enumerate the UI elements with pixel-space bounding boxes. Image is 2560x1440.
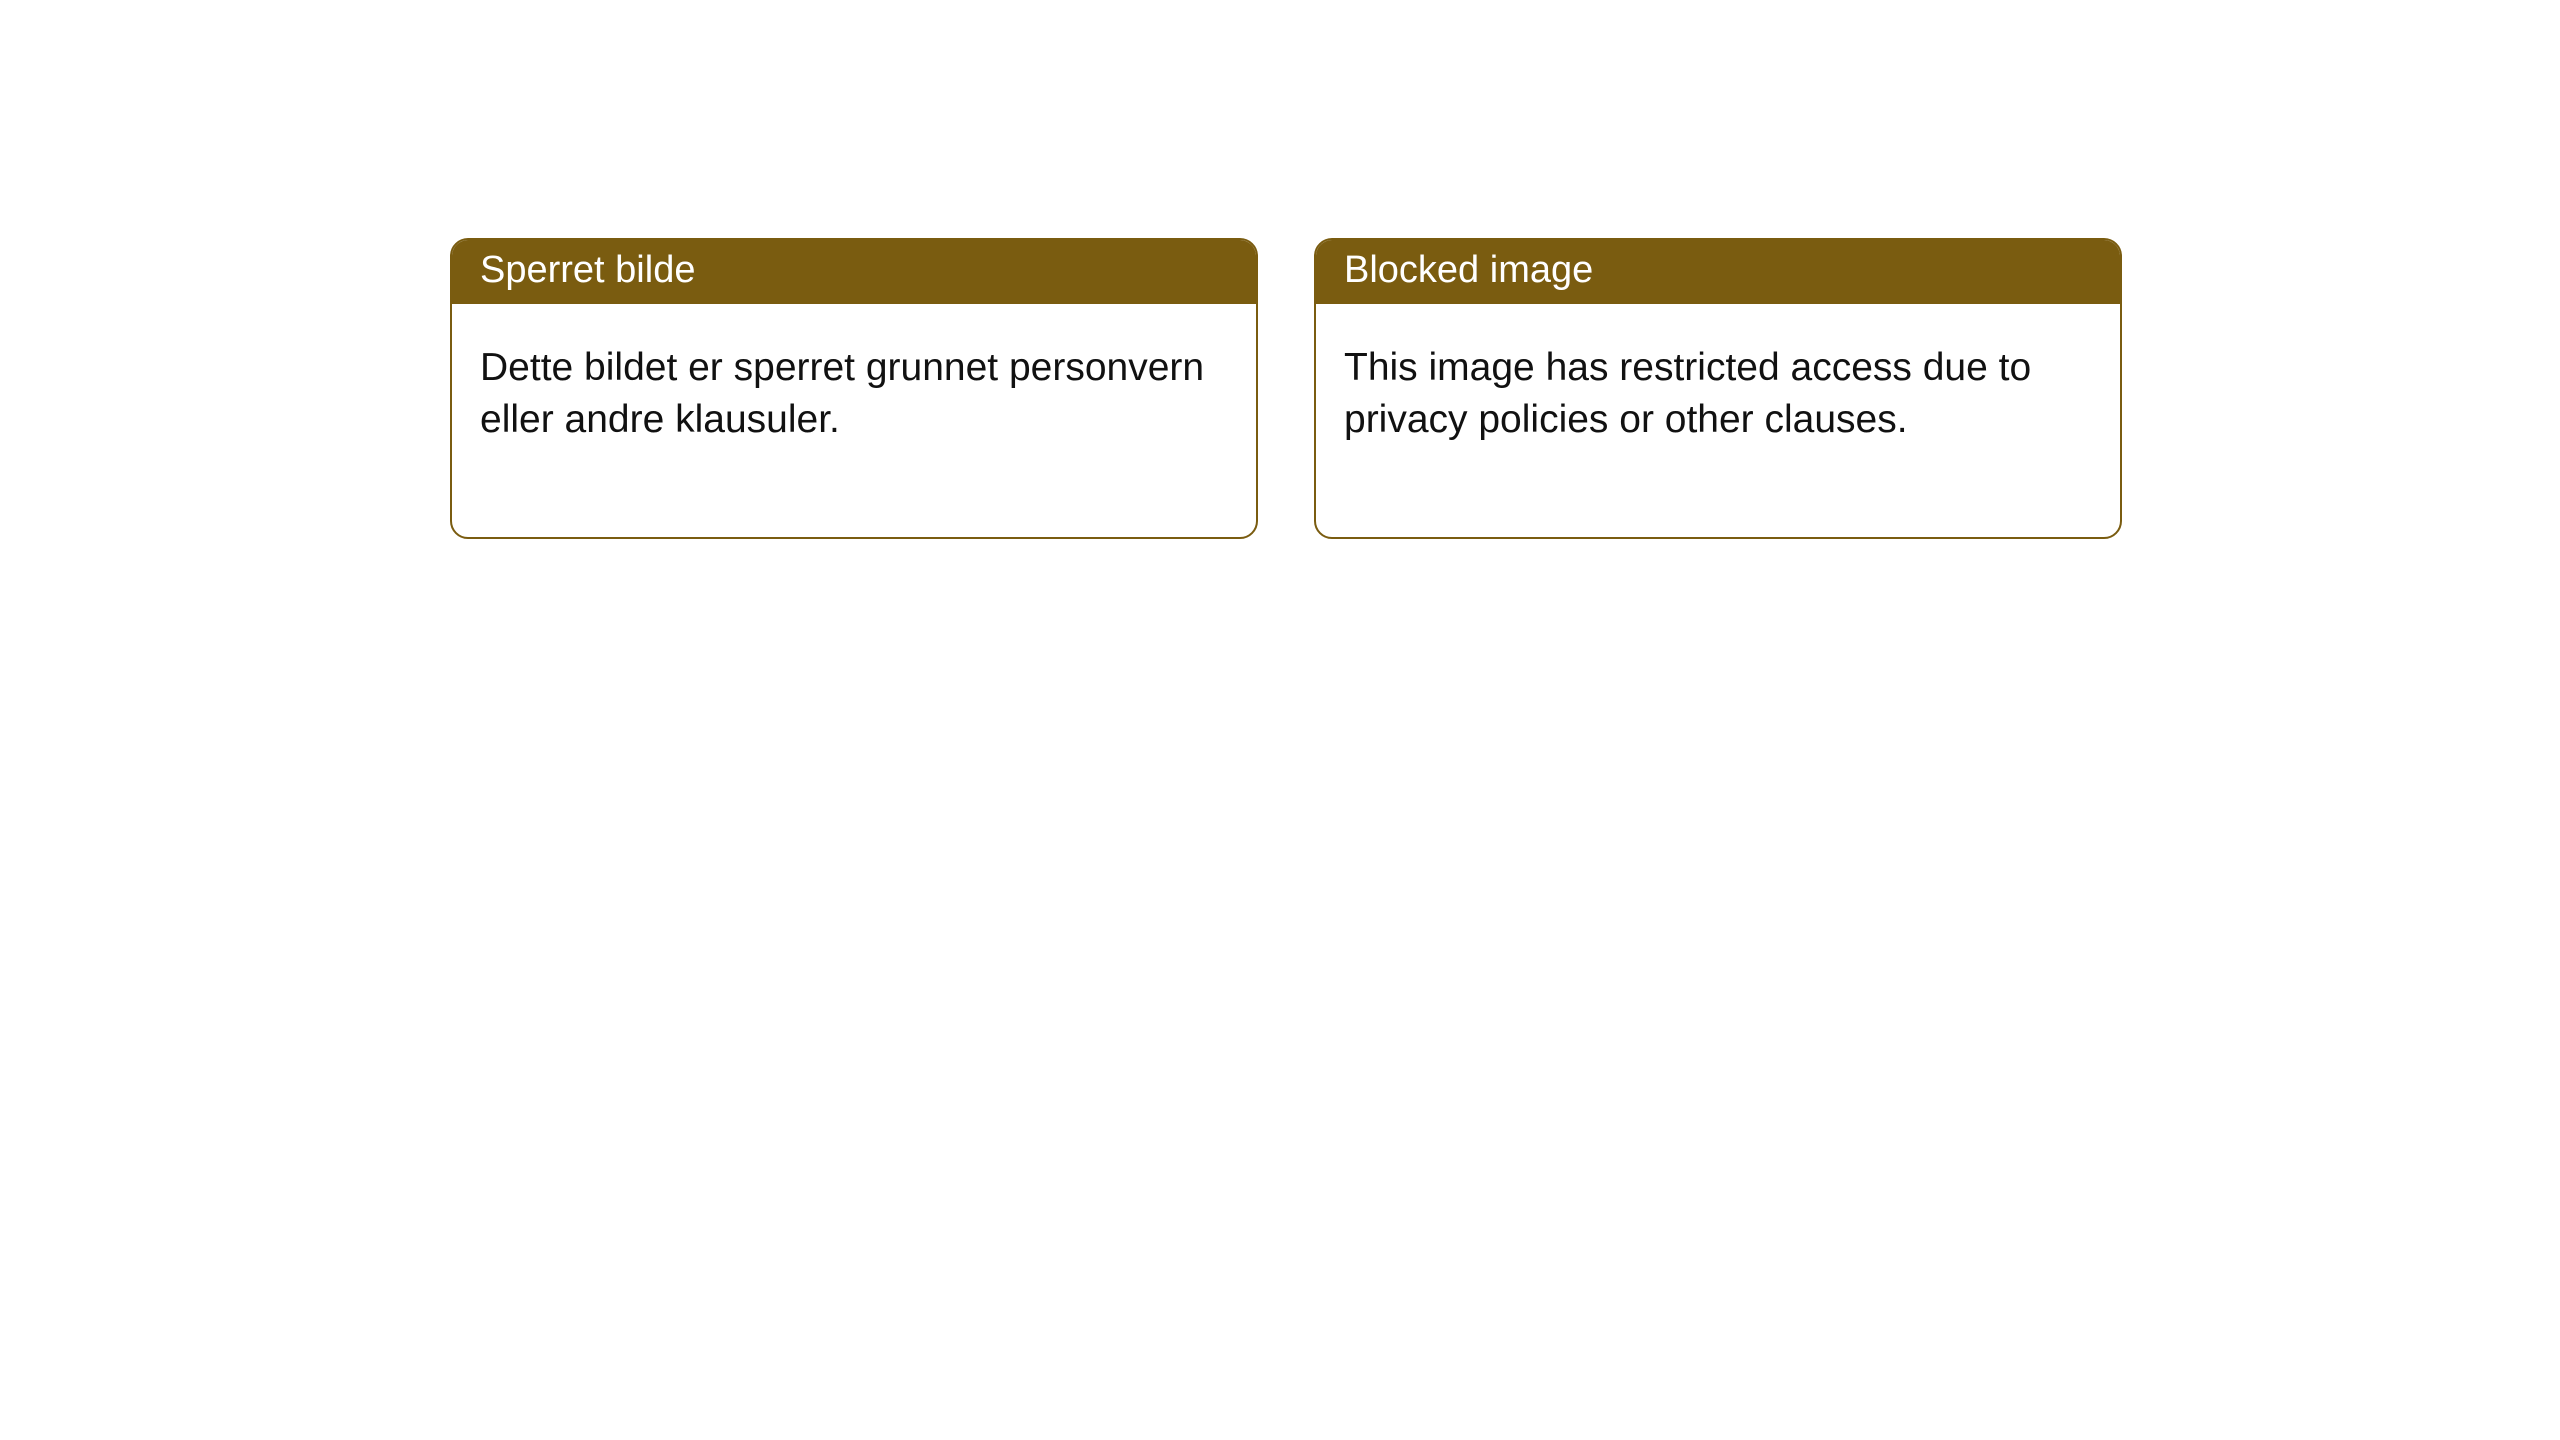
notice-title: Sperret bilde <box>452 240 1256 304</box>
notice-card-norwegian: Sperret bilde Dette bildet er sperret gr… <box>450 238 1258 539</box>
notice-card-english: Blocked image This image has restricted … <box>1314 238 2122 539</box>
notice-title: Blocked image <box>1316 240 2120 304</box>
notice-body-text: Dette bildet er sperret grunnet personve… <box>452 304 1256 537</box>
notice-body-text: This image has restricted access due to … <box>1316 304 2120 537</box>
notice-container: Sperret bilde Dette bildet er sperret gr… <box>0 0 2560 539</box>
